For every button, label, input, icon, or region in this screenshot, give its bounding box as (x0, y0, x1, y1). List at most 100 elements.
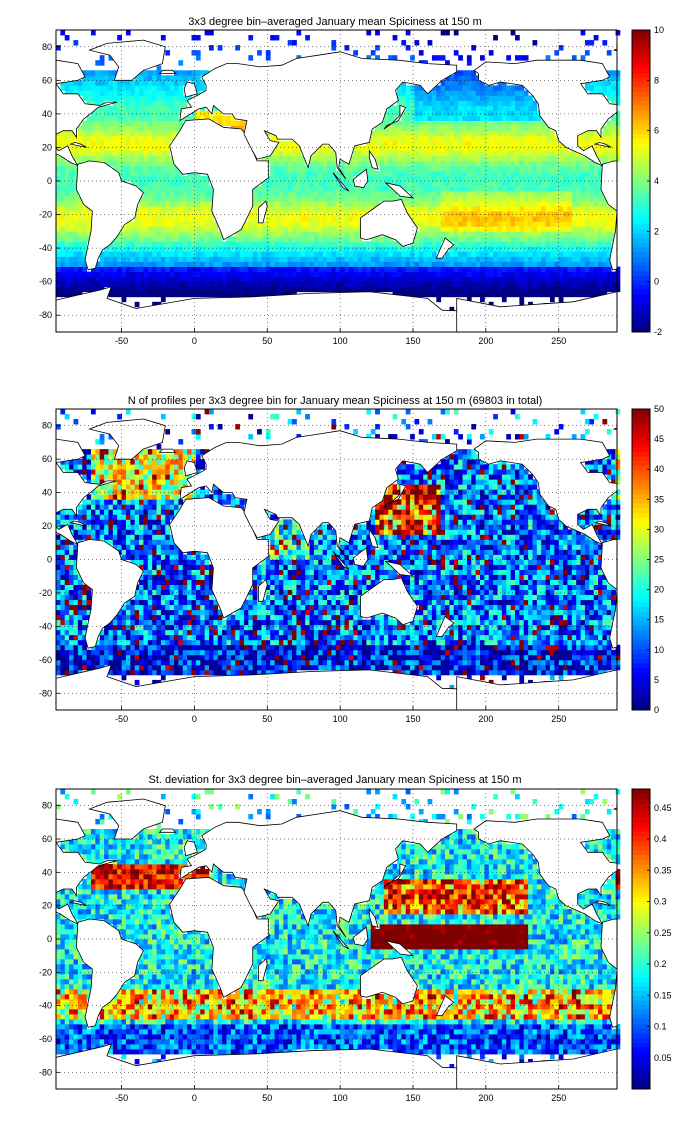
heatmap-cell (379, 145, 385, 152)
heatmap-cell (139, 206, 144, 212)
heatmap-cell (200, 241, 206, 247)
heatmap-cell (589, 90, 595, 96)
heatmap-cell (449, 80, 455, 86)
heatmap-cell (265, 251, 271, 257)
heatmap-cell (497, 231, 503, 237)
heatmap-cell (182, 236, 188, 242)
heatmap-cell (567, 236, 573, 242)
heatmap-cell (318, 276, 324, 283)
heatmap-cell (431, 236, 437, 242)
colorbar-segment (632, 72, 650, 78)
heatmap-cell (532, 155, 538, 162)
heatmap-cell (554, 155, 560, 162)
heatmap-cell (112, 449, 118, 455)
heatmap-cell (589, 266, 595, 272)
heatmap-cell (414, 120, 420, 127)
heatmap-cell (69, 165, 74, 172)
heatmap-cell (501, 130, 507, 137)
heatmap-cell (108, 524, 114, 530)
heatmap-cell (484, 281, 490, 288)
heatmap-cell (187, 196, 192, 202)
heatmap-cell (73, 464, 79, 470)
heatmap-cell (95, 110, 101, 116)
heatmap-cell (108, 649, 114, 656)
heatmap-cell (523, 105, 529, 111)
heatmap-cell (580, 281, 586, 288)
heatmap-cell (375, 140, 380, 147)
heatmap-cell (383, 276, 389, 283)
colorbar-segment (632, 242, 650, 248)
heatmap-cell (471, 231, 477, 237)
heatmap-cell (379, 160, 385, 167)
heatmap-cell (431, 155, 437, 162)
heatmap-cell (501, 120, 507, 127)
heatmap-cell (305, 186, 310, 192)
heatmap-cell (204, 196, 210, 202)
heatmap-cell (60, 509, 66, 515)
heatmap-cell (143, 120, 149, 127)
heatmap-cell (252, 236, 258, 242)
heatmap-cell (187, 216, 192, 222)
heatmap-cell (410, 160, 415, 167)
heatmap-cell (69, 634, 74, 641)
heatmap-cell (125, 634, 131, 641)
heatmap-cell (440, 226, 446, 232)
heatmap-cell (423, 110, 428, 116)
heatmap-cell (178, 281, 184, 288)
heatmap-cell (545, 221, 551, 227)
heatmap-cell (462, 165, 468, 172)
heatmap-cell (160, 35, 166, 41)
heatmap-cell (484, 186, 490, 192)
heatmap-cell (589, 261, 595, 267)
heatmap-cell (515, 155, 520, 162)
heatmap-cell (178, 286, 184, 293)
heatmap-cells (56, 409, 621, 691)
heatmap-cell (165, 85, 171, 91)
heatmap-cell (69, 549, 74, 555)
heatmap-cell (195, 291, 201, 298)
heatmap-cell (125, 271, 131, 278)
heatmap-cell (296, 170, 302, 177)
heatmap-cell (292, 251, 297, 257)
heatmap-cell (117, 544, 122, 550)
heatmap-cell (300, 251, 306, 257)
heatmap-cell (549, 286, 555, 293)
heatmap-cell (510, 125, 516, 132)
heatmap-cell (108, 286, 114, 293)
heatmap-cell (287, 140, 293, 147)
heatmap-cell (436, 201, 442, 207)
heatmap-cell (528, 165, 533, 172)
heatmap-cell (112, 276, 118, 283)
heatmap-cell (95, 135, 101, 142)
heatmap-cell (77, 624, 83, 631)
heatmap-cell (134, 85, 140, 91)
heatmap-cell (112, 256, 118, 262)
heatmap-cell (593, 160, 599, 167)
heatmap-cell (160, 155, 166, 162)
heatmap-cell (60, 160, 66, 167)
heatmap-cell (292, 286, 297, 293)
heatmap-cell (204, 291, 210, 298)
heatmap-cell (309, 170, 315, 177)
heatmap-cell (545, 55, 551, 61)
heatmap-cell (611, 135, 616, 142)
heatmap-cell (571, 261, 577, 267)
heatmap-cell (436, 100, 442, 106)
heatmap-cell (488, 115, 494, 121)
heatmap-cell (134, 206, 140, 212)
heatmap-cell (77, 504, 83, 510)
heatmap-cell (60, 30, 66, 36)
heatmap-cell (541, 125, 546, 132)
heatmap-cell (427, 291, 433, 298)
heatmap-cell (99, 135, 105, 142)
heatmap-cell (466, 60, 472, 66)
heatmap-cell (169, 271, 175, 278)
heatmap-cell (506, 100, 512, 106)
heatmap-cell (174, 120, 179, 127)
heatmap-cell (427, 221, 433, 227)
heatmap-cell (296, 186, 302, 192)
heatmap-cell (248, 281, 254, 288)
heatmap-cell (174, 266, 179, 272)
heatmap-cell (86, 211, 92, 217)
heatmap-cell (143, 281, 149, 288)
